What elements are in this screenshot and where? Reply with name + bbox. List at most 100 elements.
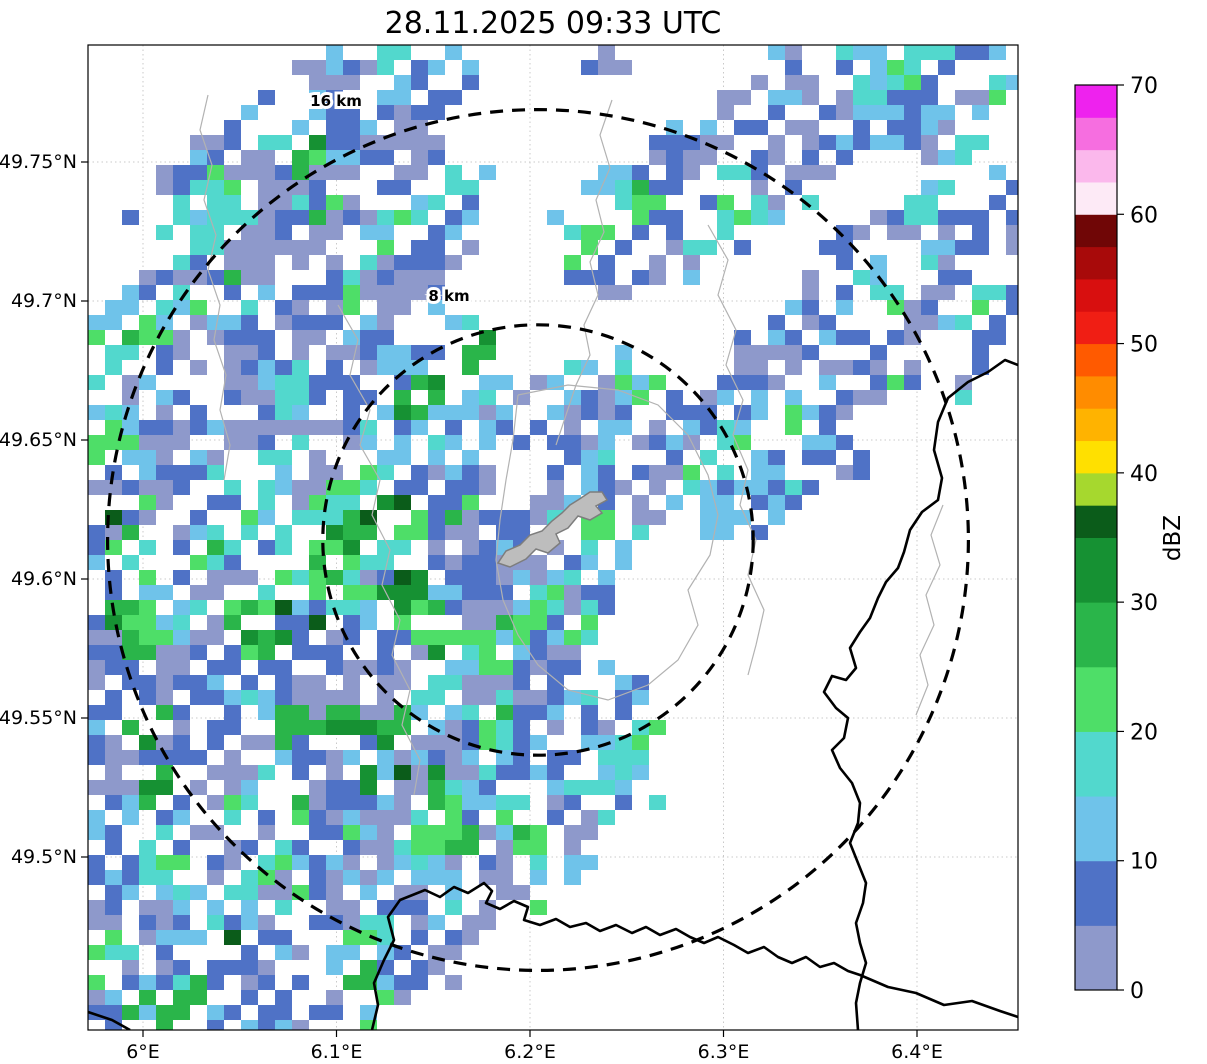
radar-cell	[156, 915, 173, 930]
radar-cell	[411, 165, 428, 180]
radar-cell	[326, 345, 343, 360]
radar-cell	[394, 750, 411, 765]
radar-cell	[428, 870, 445, 885]
radar-cell	[428, 720, 445, 735]
radar-cell	[649, 180, 666, 195]
radar-cell	[530, 510, 547, 525]
radar-cell	[836, 135, 853, 150]
radar-cell	[411, 600, 428, 615]
radar-cell	[156, 945, 173, 960]
range-ring-labels: 16 km 8 km	[307, 89, 472, 308]
radar-cell	[394, 210, 411, 225]
radar-cell	[887, 60, 904, 75]
radar-cell	[377, 855, 394, 870]
radar-cell	[666, 150, 683, 165]
radar-cell	[683, 405, 700, 420]
radar-cell	[938, 180, 955, 195]
radar-cell	[632, 735, 649, 750]
radar-cell	[751, 465, 768, 480]
radar-cell	[428, 465, 445, 480]
radar-cell	[462, 555, 479, 570]
radar-cell	[734, 90, 751, 105]
radar-cell	[428, 135, 445, 150]
radar-cell	[598, 405, 615, 420]
radar-cell	[428, 600, 445, 615]
colorbar-segment	[1075, 85, 1117, 118]
radar-cell	[377, 180, 394, 195]
radar-cell	[343, 105, 360, 120]
radar-cell	[734, 345, 751, 360]
radar-cell	[292, 630, 309, 645]
radar-cell	[649, 150, 666, 165]
radar-cell	[785, 300, 802, 315]
radar-cell	[292, 345, 309, 360]
radar-cell	[411, 870, 428, 885]
radar-cell	[360, 585, 377, 600]
radar-cell	[275, 195, 292, 210]
radar-cell	[411, 60, 428, 75]
radar-cell	[173, 810, 190, 825]
radar-cell	[513, 510, 530, 525]
radar-cell	[343, 615, 360, 630]
radar-cell	[717, 105, 734, 120]
radar-cell	[938, 255, 955, 270]
radar-cell	[207, 900, 224, 915]
radar-cell	[377, 705, 394, 720]
radar-cell	[513, 675, 530, 690]
radar-cell	[309, 690, 326, 705]
radar-cell	[870, 105, 887, 120]
radar-cell	[717, 525, 734, 540]
radar-cell	[445, 930, 462, 945]
radar-cell	[734, 420, 751, 435]
radar-cell	[122, 435, 139, 450]
radar-cell	[717, 465, 734, 480]
radar-cell	[139, 540, 156, 555]
radar-cell	[462, 540, 479, 555]
radar-cell	[241, 690, 258, 705]
radar-cell	[292, 165, 309, 180]
radar-cell	[666, 165, 683, 180]
radar-cell	[768, 465, 785, 480]
radar-cell	[479, 420, 496, 435]
radar-cell	[224, 270, 241, 285]
radar-cell	[394, 480, 411, 495]
radar-cell	[394, 525, 411, 540]
radar-cell	[564, 795, 581, 810]
radar-cell	[411, 150, 428, 165]
radar-cell	[105, 990, 122, 1005]
radar-cell	[598, 465, 615, 480]
radar-cell	[224, 915, 241, 930]
radar-cell	[683, 165, 700, 180]
radar-cell	[496, 585, 513, 600]
radar-cell	[802, 345, 819, 360]
radar-cell	[632, 165, 649, 180]
radar-cell	[122, 975, 139, 990]
radar-cell	[139, 285, 156, 300]
radar-cell	[700, 510, 717, 525]
radar-cell	[309, 90, 326, 105]
radar-cell	[853, 270, 870, 285]
range-ring	[106, 108, 970, 972]
radar-cell	[241, 570, 258, 585]
radar-cell	[428, 255, 445, 270]
radar-cell	[105, 825, 122, 840]
river-line	[915, 504, 944, 716]
radar-cell	[445, 975, 462, 990]
radar-cell	[513, 840, 530, 855]
radar-cell	[156, 660, 173, 675]
radar-cell	[513, 765, 530, 780]
radar-cell	[309, 750, 326, 765]
radar-cell	[292, 480, 309, 495]
radar-cell	[547, 795, 564, 810]
radar-cell	[870, 135, 887, 150]
radar-cell	[156, 930, 173, 945]
radar-cell	[462, 60, 479, 75]
radar-cell	[581, 540, 598, 555]
radar-cell	[394, 165, 411, 180]
radar-cell	[717, 90, 734, 105]
radar-cell	[309, 510, 326, 525]
radar-cell	[411, 690, 428, 705]
radar-cell	[275, 870, 292, 885]
radar-cell	[649, 195, 666, 210]
